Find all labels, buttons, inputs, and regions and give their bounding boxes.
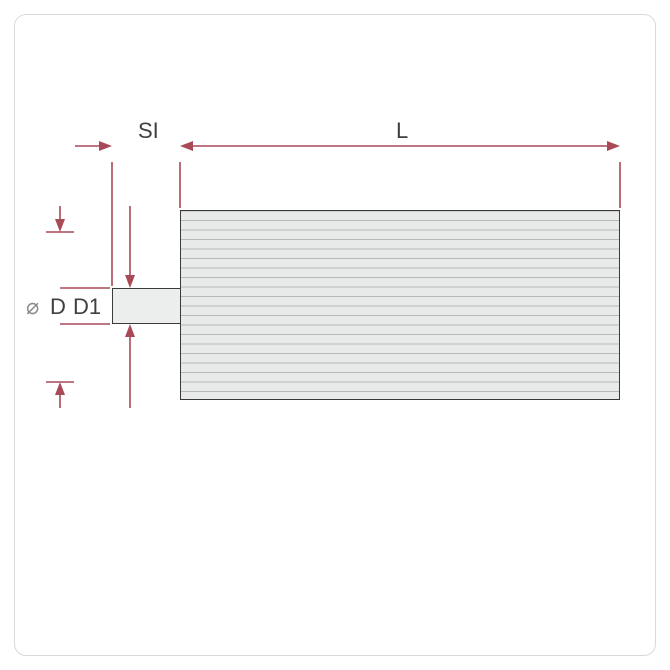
label-l: L [396, 118, 408, 144]
diameter-symbol-icon: ⌀ [26, 294, 39, 320]
part-stock [180, 210, 620, 400]
label-si: SI [138, 118, 159, 144]
diagram-stage: SI L ⌀ D D1 [0, 0, 670, 670]
label-d: D [50, 294, 66, 320]
part-shaft [112, 288, 180, 324]
label-d1: D1 [73, 294, 101, 320]
